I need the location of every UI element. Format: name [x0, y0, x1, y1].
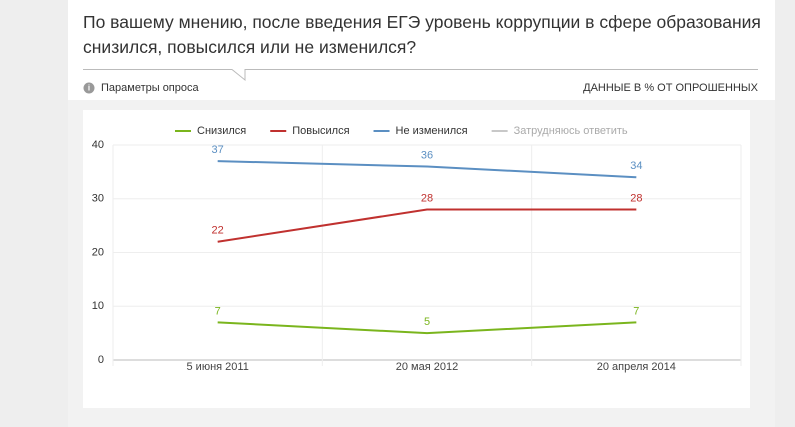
data-label: 7 [633, 305, 639, 317]
chart-box [83, 110, 750, 408]
data-label: 34 [630, 160, 642, 172]
y-tick-label: 0 [98, 354, 104, 366]
params-link[interactable]: Параметры опроса [101, 82, 200, 94]
divider [83, 69, 758, 82]
legend-label: Снизился [197, 125, 246, 137]
legend-label: Повысился [292, 125, 349, 137]
data-label: 28 [421, 192, 433, 204]
y-tick-label: 20 [92, 246, 104, 258]
data-label: 22 [212, 225, 224, 237]
x-tick-label: 20 апреля 2014 [597, 361, 676, 373]
series-line [217, 160, 637, 179]
data-label: 7 [215, 305, 221, 317]
title: По вашему мнению, после введения ЕГЭ уро… [83, 12, 761, 57]
series-line [217, 321, 637, 335]
info-icon [83, 82, 95, 94]
data-label: 28 [630, 192, 642, 204]
series-line [217, 208, 637, 243]
data-label: 36 [421, 149, 433, 161]
data-label: 37 [212, 144, 224, 156]
legend-label: Не изменился [396, 125, 468, 137]
units-note: ДАННЫЕ В % ОТ ОПРОШЕННЫХ [583, 82, 759, 94]
y-tick-label: 30 [92, 193, 104, 205]
x-tick-label: 5 июня 2011 [187, 361, 249, 373]
legend-label: Затрудняюсь ответить [514, 125, 628, 137]
x-tick-label: 20 мая 2012 [396, 361, 458, 373]
info-glyph: i [88, 84, 90, 93]
y-tick-label: 10 [92, 300, 104, 312]
data-label: 5 [424, 316, 430, 328]
y-tick-label: 40 [92, 139, 104, 151]
